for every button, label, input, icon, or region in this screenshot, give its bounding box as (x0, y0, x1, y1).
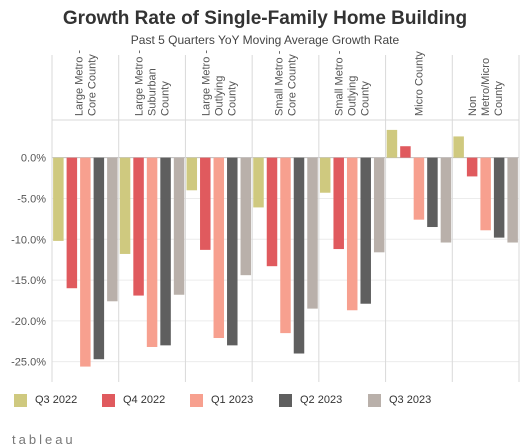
bar[interactable] (200, 157, 211, 250)
category-header: Small Metro -Core County (274, 50, 299, 116)
bar[interactable] (253, 157, 264, 208)
bar[interactable] (186, 157, 198, 191)
legend-item[interactable]: Q1 2023 (190, 392, 253, 408)
y-tick-label: 0.0% (21, 153, 46, 165)
bar[interactable] (240, 157, 252, 276)
y-tick-label: -15.0% (11, 275, 46, 287)
bar[interactable] (333, 157, 344, 250)
bar[interactable] (466, 157, 478, 177)
bar[interactable] (493, 157, 505, 238)
bar[interactable] (160, 157, 171, 346)
bar[interactable] (213, 157, 225, 339)
tableau-logo: tableau (12, 432, 76, 446)
legend-label: Q3 2023 (389, 394, 432, 406)
bar[interactable] (413, 157, 425, 220)
legend-item[interactable]: Q3 2023 (368, 392, 431, 408)
bar[interactable] (293, 157, 305, 354)
bar[interactable] (360, 157, 371, 304)
bar[interactable] (280, 157, 291, 334)
bar[interactable] (319, 157, 331, 193)
bar[interactable] (307, 157, 318, 309)
bar-chart: 0.0% -5.0% -10.0% -15.0% -20.0% -25.0% Large M… (11, 50, 520, 382)
legend-label: Q1 2023 (211, 394, 254, 406)
bar[interactable] (427, 157, 438, 228)
legend-swatch (102, 393, 115, 407)
y-tick-label: -20.0% (11, 316, 46, 328)
bar[interactable] (266, 157, 278, 267)
y-tick-label: -10.0% (11, 234, 46, 246)
bar[interactable] (93, 157, 105, 360)
legend-swatch (368, 393, 381, 407)
bar[interactable] (146, 157, 158, 347)
chart-subtitle: Past 5 Quarters YoY Moving Average Growt… (130, 33, 400, 47)
bar[interactable] (400, 146, 411, 158)
bar[interactable] (373, 157, 385, 253)
category-header: Large Metro -Core County (73, 50, 98, 116)
bar[interactable] (453, 136, 464, 158)
bar[interactable] (119, 157, 131, 254)
legend-swatch (14, 393, 27, 407)
chart-title: Growth Rate of Single-Family Home Buildi… (62, 8, 468, 29)
bar[interactable] (66, 157, 78, 289)
bar[interactable] (133, 157, 144, 296)
bar[interactable] (80, 157, 91, 367)
category-header: Small Metro -OutlyingCounty (334, 50, 372, 116)
bar[interactable] (386, 129, 398, 158)
legend-item[interactable]: Q2 2023 (279, 392, 342, 408)
bar[interactable] (480, 157, 491, 231)
bar[interactable] (440, 157, 452, 243)
category-header: Large Metro -OutlyingCounty (200, 50, 238, 116)
legend-item[interactable]: Q4 2022 (102, 392, 165, 408)
bar[interactable] (346, 157, 358, 311)
legend-swatch (190, 393, 203, 407)
bar[interactable] (173, 157, 185, 295)
category-header: NonMetro/MicroCounty (467, 58, 505, 116)
legend-swatch (279, 393, 292, 407)
legend-label: Q3 2022 (35, 394, 78, 406)
legend-item[interactable]: Q3 2022 (14, 392, 77, 408)
legend-label: Q4 2022 (123, 394, 166, 406)
category-header: Large Metro -SuburbanCounty (134, 50, 172, 116)
bar[interactable] (507, 157, 518, 243)
bar[interactable] (107, 157, 118, 302)
y-tick-label: -5.0% (17, 193, 46, 205)
bar[interactable] (53, 157, 64, 241)
category-header: Micro County (413, 51, 425, 116)
bar[interactable] (227, 157, 238, 346)
legend-label: Q2 2023 (300, 394, 343, 406)
legend: Q3 2022 Q4 2022 Q1 2023 Q2 2023 Q3 2023 (0, 388, 530, 412)
y-tick-label: -25.0% (11, 357, 46, 369)
